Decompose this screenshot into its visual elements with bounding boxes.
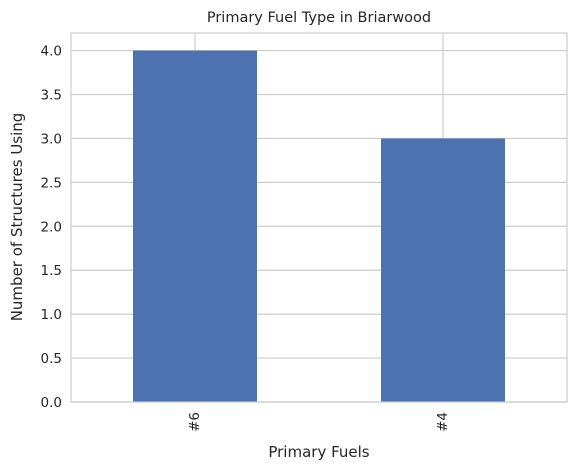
chart-title: Primary Fuel Type in Briarwood [207,10,431,26]
bar-num-4 [381,138,505,402]
plot-frame [70,32,568,403]
x-tick-label: #4 [435,412,451,432]
y-tick-label: 2.0 [41,219,62,235]
y-tick-label: 1.5 [41,263,62,279]
y-tick-label: 1.0 [41,307,62,323]
y-tick-labels: 0.0 0.5 1.0 1.5 2.0 2.5 3.0 3.5 4.0 [41,44,62,411]
x-tick-labels: #6 #4 [187,412,451,432]
y-tick-label: 0.0 [41,395,62,411]
x-tick-label: #6 [187,412,203,432]
y-tick-label: 0.5 [41,351,62,367]
bar-num-6 [133,50,257,402]
bars [133,50,505,402]
y-tick-label: 4.0 [41,44,62,60]
y-axis-label: Number of Structures Using [8,113,26,322]
y-tick-label: 3.5 [41,88,62,104]
y-tick-label: 2.5 [41,175,62,191]
x-axis-label: Primary Fuels [268,443,369,461]
y-tick-label: 3.0 [41,131,62,147]
